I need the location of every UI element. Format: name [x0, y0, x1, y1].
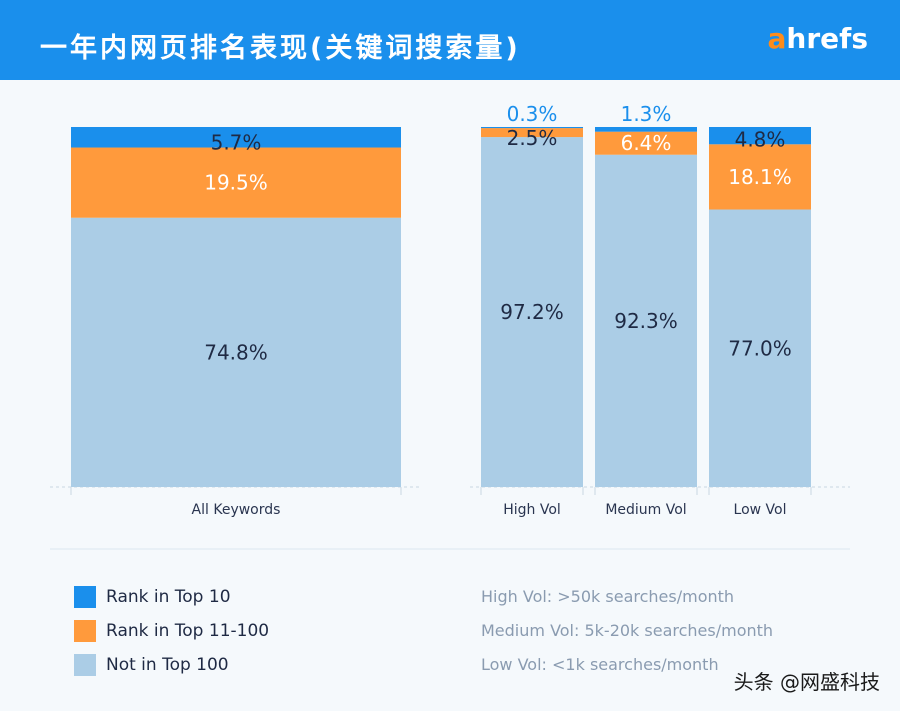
bar-low-vol-top11-100 — [709, 144, 811, 210]
label-all-keywords-top11-100: 19.5% — [204, 171, 268, 195]
note-high-vol: High Vol: >50k searches/month — [481, 587, 735, 606]
bar-all-keywords-top10 — [71, 127, 401, 148]
label-low-vol-top11-100: 18.1% — [728, 165, 792, 189]
bar-high-vol-not-top100 — [481, 137, 583, 487]
note-medium-vol: Medium Vol: 5k-20k searches/month — [481, 621, 774, 640]
bar-all-keywords-not-top100 — [71, 217, 401, 487]
watermark: 头条 @网盛科技 — [733, 670, 880, 694]
legend-label-top10: Rank in Top 10 — [106, 587, 231, 607]
bar-low-vol-not-top100 — [709, 209, 811, 487]
label-high-vol-top10: 0.3% — [507, 102, 558, 126]
bar-medium-vol-top11-100 — [595, 131, 697, 155]
label-medium-vol-top11-100: 6.4% — [621, 131, 672, 155]
bar-low-vol-top10 — [709, 127, 811, 145]
legend-label-top11-100: Rank in Top 11-100 — [106, 621, 270, 641]
category-label-high-vol: High Vol — [503, 502, 561, 518]
category-label-medium-vol: Medium Vol — [605, 502, 686, 518]
bar-medium-vol-top10 — [595, 127, 697, 132]
note-low-vol: Low Vol: <1k searches/month — [481, 655, 719, 674]
stacked-bar-chart: 74.8% 19.5% 5.7% All Keywords 97.2% 2.5%0.3% H… — [50, 102, 850, 550]
label-low-vol-top10: 4.8% — [735, 127, 786, 151]
label-medium-vol-top10: 1.3% — [621, 102, 672, 126]
legend-item-top11-100: Rank in Top 11-100 — [74, 619, 269, 643]
legend-item-not-top100: Not in Top 100 — [74, 653, 229, 677]
legend-label-not-top100: Not in Top 100 — [106, 655, 229, 675]
label-medium-vol-not-top100: 92.3% — [614, 309, 678, 333]
label-high-vol-top11-100: 2.5% — [507, 126, 558, 150]
ahrefs-logo: ahrefs — [768, 22, 869, 55]
page-title: 一年内网页排名表现(关键词搜索量) — [40, 33, 521, 64]
legend-swatch-top11-100 — [74, 620, 96, 642]
header-bar: 一年内网页排名表现(关键词搜索量) ahrefs — [0, 0, 900, 80]
logo-wordmark: hrefs — [786, 22, 868, 55]
label-all-keywords-not-top100: 74.8% — [204, 340, 268, 364]
label-high-vol-not-top100: 97.2% — [500, 300, 564, 324]
logo-letter-a: a — [767, 22, 787, 55]
label-low-vol-not-top100: 77.0% — [728, 336, 792, 360]
legend-swatch-not-top100 — [74, 654, 96, 676]
legend-swatch-top10 — [74, 586, 96, 608]
bar-high-vol-top11-100 — [481, 128, 583, 138]
bar-all-keywords-top11-100 — [71, 147, 401, 218]
bar-medium-vol-not-top100 — [595, 154, 697, 487]
label-all-keywords-top10: 5.7% — [211, 131, 262, 155]
bar-high-vol-top10 — [481, 127, 583, 129]
category-label-all-keywords: All Keywords — [192, 502, 281, 518]
category-label-low-vol: Low Vol — [734, 502, 787, 518]
legend-item-top10: Rank in Top 10 — [74, 585, 231, 609]
